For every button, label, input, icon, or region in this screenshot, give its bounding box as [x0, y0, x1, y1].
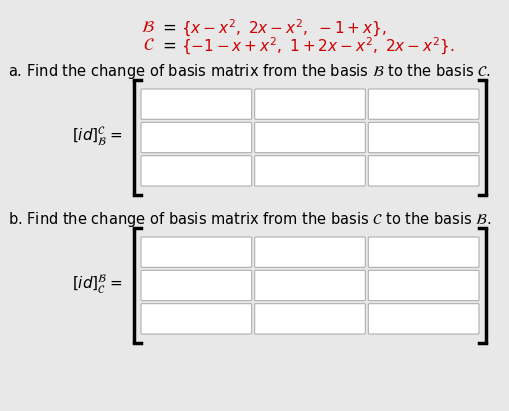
- FancyBboxPatch shape: [140, 89, 251, 119]
- FancyBboxPatch shape: [140, 156, 251, 186]
- Text: $=$: $=$: [159, 18, 176, 36]
- Text: $\mathcal{C}$: $\mathcal{C}$: [143, 36, 155, 54]
- FancyBboxPatch shape: [140, 304, 251, 334]
- Text: b. Find the change of basis matrix from the basis $\mathcal{C}$ to the basis $\m: b. Find the change of basis matrix from …: [8, 210, 490, 229]
- Text: $\{-1 - x + x^2,\ 1 + 2x - x^2,\ 2x - x^2\}.$: $\{-1 - x + x^2,\ 1 + 2x - x^2,\ 2x - x^…: [181, 36, 454, 57]
- FancyBboxPatch shape: [140, 122, 251, 152]
- FancyBboxPatch shape: [140, 270, 251, 301]
- FancyBboxPatch shape: [254, 89, 364, 119]
- FancyBboxPatch shape: [367, 270, 478, 301]
- FancyBboxPatch shape: [140, 237, 251, 267]
- Text: $[id]^{\mathcal{B}}_{\mathcal{C}} =$: $[id]^{\mathcal{B}}_{\mathcal{C}} =$: [72, 274, 122, 297]
- FancyBboxPatch shape: [367, 122, 478, 152]
- FancyBboxPatch shape: [254, 156, 364, 186]
- FancyBboxPatch shape: [254, 122, 364, 152]
- FancyBboxPatch shape: [254, 237, 364, 267]
- Text: a. Find the change of basis matrix from the basis $\mathcal{B}$ to the basis $\m: a. Find the change of basis matrix from …: [8, 62, 490, 81]
- Text: $\{x - x^2,\ 2x - x^2,\ -1 + x\},$: $\{x - x^2,\ 2x - x^2,\ -1 + x\},$: [181, 18, 386, 39]
- FancyBboxPatch shape: [254, 304, 364, 334]
- FancyBboxPatch shape: [254, 270, 364, 301]
- Text: $[id]^{\mathcal{C}}_{\mathcal{B}} =$: $[id]^{\mathcal{C}}_{\mathcal{B}} =$: [72, 126, 122, 149]
- FancyBboxPatch shape: [367, 304, 478, 334]
- FancyBboxPatch shape: [367, 89, 478, 119]
- Text: $=$: $=$: [159, 36, 176, 54]
- Text: $\mathcal{B}$: $\mathcal{B}$: [141, 18, 155, 36]
- FancyBboxPatch shape: [367, 237, 478, 267]
- FancyBboxPatch shape: [367, 156, 478, 186]
